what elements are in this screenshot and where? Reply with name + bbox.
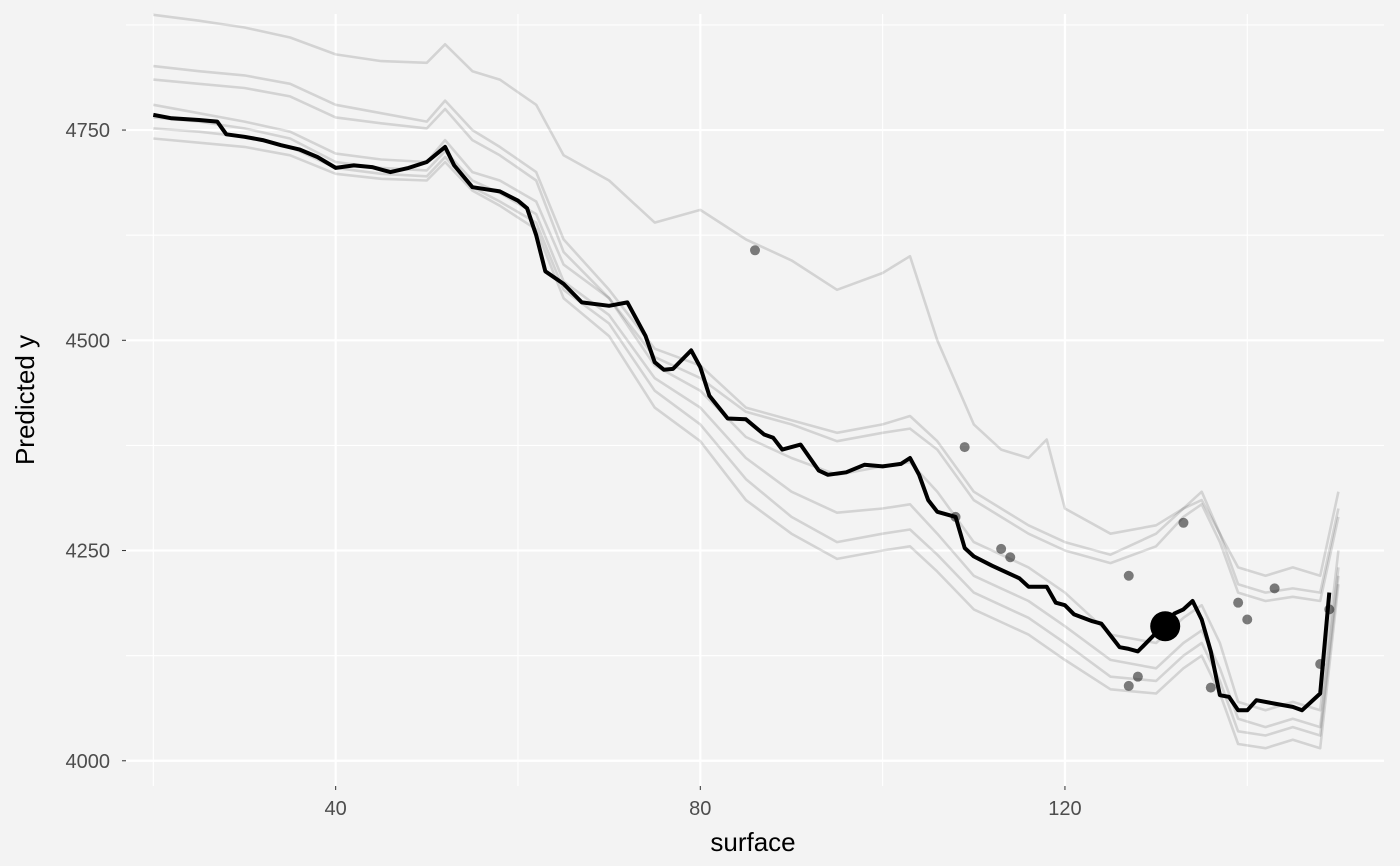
y-tick-label: 4250: [66, 541, 111, 563]
grid: [126, 14, 1384, 786]
observation-point: [959, 442, 970, 453]
observation-points: [750, 245, 1335, 693]
observation-point: [1205, 682, 1216, 693]
observation-point: [1269, 583, 1280, 594]
x-axis-ticks: 40 80 120: [325, 786, 1082, 820]
observation-point: [1178, 517, 1189, 528]
ice-line: [153, 78, 1340, 603]
y-axis-title: Predicted y: [10, 335, 40, 465]
observation-point: [996, 543, 1007, 554]
observation-point: [1132, 671, 1143, 682]
x-axis-title: surface: [710, 827, 795, 857]
observation-point: [1123, 680, 1134, 691]
x-tick-label: 40: [325, 798, 347, 820]
observation-point: [1233, 597, 1244, 608]
ice-line: [153, 64, 1340, 594]
observation-point: [1123, 570, 1134, 581]
x-tick-label: 120: [1048, 798, 1081, 820]
ice-line: [153, 137, 1340, 750]
ice-line: [153, 127, 1340, 737]
highlight-point: [1150, 611, 1181, 642]
average-line: [152, 112, 1332, 713]
y-tick-label: 4500: [66, 330, 111, 352]
ice-line: [153, 13, 1340, 578]
observation-point: [1005, 552, 1016, 563]
x-tick-label: 80: [689, 798, 711, 820]
y-axis-ticks: 4000 4250 4500 4750: [66, 120, 126, 773]
observation-point: [750, 245, 760, 256]
y-tick-label: 4000: [66, 751, 111, 773]
y-tick-label: 4750: [66, 120, 111, 142]
average-line-path: [152, 112, 1332, 713]
observation-point: [1242, 614, 1253, 625]
